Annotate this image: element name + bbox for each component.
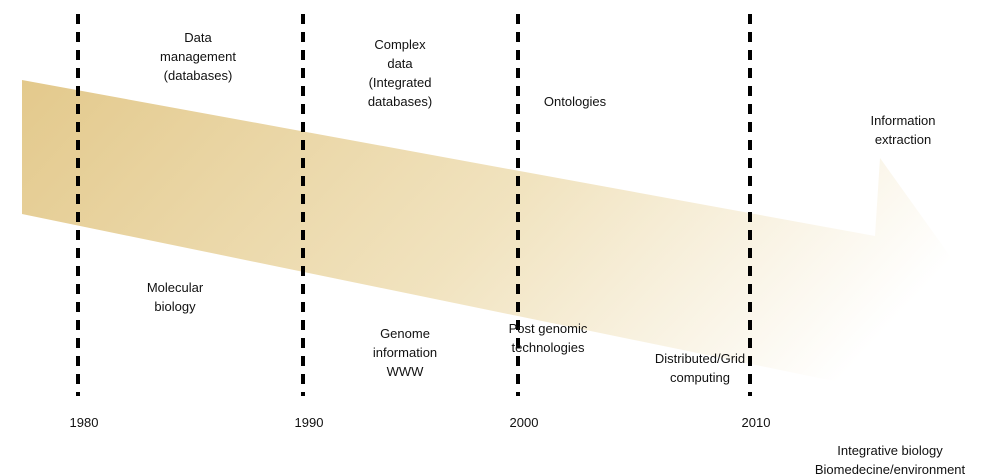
label-line: biology	[154, 299, 196, 314]
label-line: extraction	[875, 132, 931, 147]
label: Distributed/Grid computing	[655, 351, 745, 385]
label-line: (databases)	[164, 68, 233, 83]
label-line: Genome	[380, 326, 430, 341]
label-line: Ontologies	[544, 94, 607, 109]
label: Molecular biology	[147, 280, 204, 314]
label: Genome information WWW	[373, 326, 437, 379]
label-line: computing	[670, 370, 730, 385]
label-line: data	[387, 56, 413, 71]
year-label: 2000	[510, 415, 539, 430]
label-line: Information	[870, 113, 935, 128]
label-line: Integrative biology	[837, 443, 943, 458]
label-line: management	[160, 49, 236, 64]
label-line: Complex	[374, 37, 426, 52]
label-line: information	[373, 345, 437, 360]
arrow	[22, 80, 1000, 446]
label-line: Molecular	[147, 280, 204, 295]
year-label: 1990	[295, 415, 324, 430]
label: Post genomic technologies	[509, 321, 588, 355]
label-line: Post genomic	[509, 321, 588, 336]
label-line: WWW	[387, 364, 425, 379]
label: Data management (databases)	[160, 30, 236, 83]
label-line: databases)	[368, 94, 432, 109]
label: Ontologies	[544, 94, 607, 109]
label-line: technologies	[512, 340, 585, 355]
label: Integrative biology Biomedecine/environme…	[815, 443, 966, 476]
label: Information extraction	[870, 113, 935, 147]
year-label: 1980	[70, 415, 99, 430]
label: Complex data (Integrated databases)	[368, 37, 432, 109]
label-line: Data	[184, 30, 212, 45]
year-label: 2010	[742, 415, 771, 430]
label-line: Distributed/Grid	[655, 351, 745, 366]
label-line: (Integrated	[369, 75, 432, 90]
label-line: Biomedecine/environment	[815, 462, 966, 476]
